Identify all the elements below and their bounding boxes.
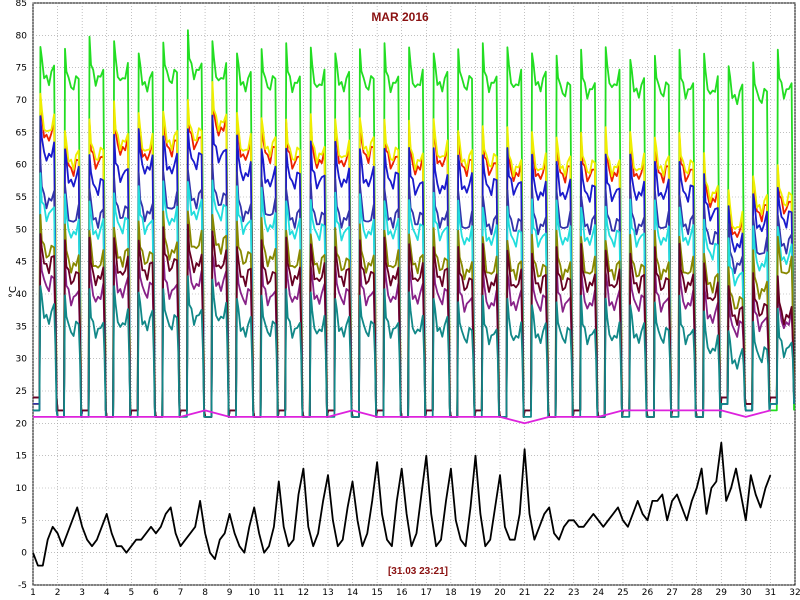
- x-tick-label: 32: [789, 588, 800, 598]
- x-tick-label: 28: [691, 588, 703, 598]
- x-tick-label: 21: [519, 588, 530, 598]
- x-tick-label: 26: [642, 588, 654, 598]
- y-tick-label: 85: [16, 0, 27, 9]
- series-line: [33, 409, 771, 425]
- x-tick-label: 17: [421, 588, 432, 598]
- y-tick-label: 30: [16, 355, 28, 365]
- x-tick-label: 9: [227, 588, 233, 598]
- x-tick-label: 2: [55, 588, 61, 598]
- y-tick-label: 70: [16, 96, 28, 106]
- y-tick-label: 80: [16, 31, 28, 41]
- y-axis-label: °C: [8, 286, 19, 298]
- y-tick-label: 35: [16, 322, 27, 332]
- x-tick-label: 31: [765, 588, 776, 598]
- y-tick-label: 60: [16, 161, 28, 171]
- axes: 1 2 3 4 5 6 7 8 9 10 11 12 13 14 15 16 17 18 19 20 21 22 23 24 2…: [16, 0, 800, 598]
- x-tick-label: 27: [666, 588, 677, 598]
- sensor-series-line: [33, 275, 795, 418]
- y-tick-label: 20: [16, 419, 28, 429]
- series-line: [32, 441, 772, 567]
- y-tick-label: 65: [16, 128, 27, 138]
- x-tick-label: 16: [396, 588, 408, 598]
- series-layer: [32, 29, 795, 567]
- x-tick-label: 5: [128, 588, 134, 598]
- x-tick-label: 10: [248, 588, 260, 598]
- x-tick-label: 11: [273, 588, 284, 598]
- x-tick-label: 22: [543, 588, 554, 598]
- chart-title: MAR 2016: [371, 10, 429, 24]
- x-tick-label: 18: [445, 588, 457, 598]
- x-tick-label: 7: [178, 588, 184, 598]
- y-tick-label: 55: [16, 193, 27, 203]
- y-tick-label: 25: [16, 387, 27, 397]
- x-tick-label: 4: [104, 588, 110, 598]
- y-tick-label: 40: [16, 290, 28, 300]
- x-tick-label: 20: [494, 588, 506, 598]
- y-tick-label: 15: [16, 452, 27, 462]
- y-tick-label: 50: [16, 225, 28, 235]
- y-tick-label: 5: [21, 516, 27, 526]
- y-tick-label: 10: [16, 484, 28, 494]
- x-tick-label: 15: [371, 588, 382, 598]
- x-tick-label: 1: [30, 588, 36, 598]
- x-tick-label: 19: [470, 588, 482, 598]
- grid: [32, 2, 796, 586]
- x-tick-label: 29: [716, 588, 728, 598]
- y-tick-label: 45: [16, 258, 27, 268]
- timestamp-label: [31.03 23:21]: [388, 566, 448, 577]
- y-tick-label: 75: [16, 64, 27, 74]
- x-tick-label: 13: [322, 588, 333, 598]
- x-tick-label: 25: [617, 588, 628, 598]
- y-tick-label: -5: [18, 581, 27, 591]
- x-tick-label: 3: [79, 588, 85, 598]
- x-tick-label: 30: [740, 588, 752, 598]
- x-tick-label: 23: [568, 588, 579, 598]
- x-tick-label: 12: [298, 588, 309, 598]
- x-tick-label: 6: [153, 588, 159, 598]
- x-tick-label: 14: [347, 588, 359, 598]
- y-tick-label: 0: [21, 549, 27, 559]
- x-tick-label: 8: [202, 588, 208, 598]
- x-tick-label: 24: [593, 588, 605, 598]
